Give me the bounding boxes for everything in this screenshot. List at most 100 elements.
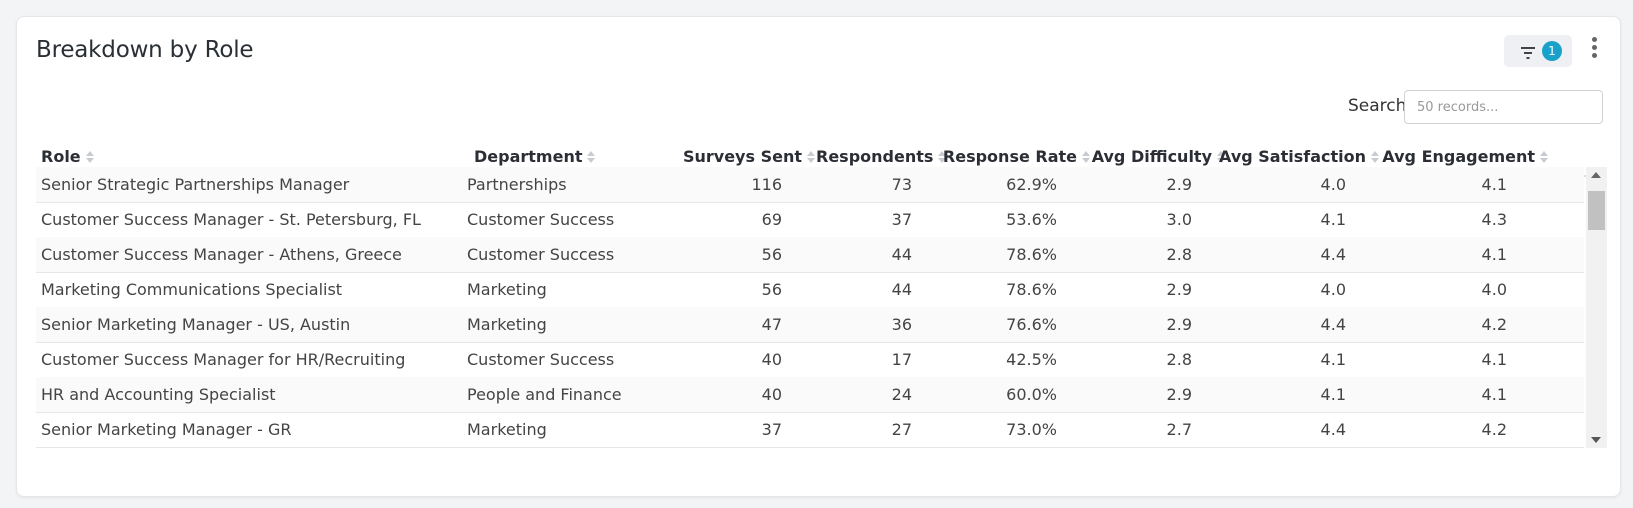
response-rate-cell: 76.6% xyxy=(1006,315,1057,334)
avg-satisfaction-cell: 4.4 xyxy=(1320,420,1346,439)
table-row[interactable]: Senior Marketing Manager - GR Marketing … xyxy=(36,412,1584,448)
column-header-avg-engagement[interactable]: Avg Engagement xyxy=(1366,139,1549,175)
table-scrollbar[interactable] xyxy=(1586,167,1607,448)
column-header-surveys-sent[interactable]: Surveys Sent xyxy=(676,139,816,175)
avg-difficulty-cell: 2.8 xyxy=(1166,245,1192,264)
avg-engagement-cell: 4.1 xyxy=(1481,350,1507,369)
respondents-cell: 44 xyxy=(891,280,912,299)
column-header-respondents[interactable]: Respondents xyxy=(816,139,947,175)
respondents-cell: 44 xyxy=(891,245,912,264)
department-cell: Customer Success xyxy=(467,245,615,264)
role-cell: Marketing Communications Specialist xyxy=(41,280,343,299)
table-row[interactable]: Senior Strategic Partnerships Manager Pa… xyxy=(36,167,1584,203)
filter-icon xyxy=(1521,44,1535,63)
role-cell: Customer Success Manager for HR/Recruiti… xyxy=(41,350,406,369)
scroll-thumb[interactable] xyxy=(1588,191,1605,230)
search-input[interactable] xyxy=(1404,90,1603,124)
avg-engagement-cell: 4.2 xyxy=(1481,315,1507,334)
avg-satisfaction-cell: 4.4 xyxy=(1320,315,1346,334)
department-cell: Customer Success xyxy=(467,350,615,369)
response-rate-cell: 78.6% xyxy=(1006,245,1057,264)
column-header-role[interactable]: Role xyxy=(41,139,95,175)
column-header-avg-satisfaction[interactable]: Avg Satisfaction xyxy=(1216,139,1380,175)
respondents-cell: 24 xyxy=(891,385,912,404)
surveys-sent-cell: 56 xyxy=(761,280,782,299)
table-row[interactable]: Marketing Communications Specialist Mark… xyxy=(36,272,1584,308)
table-row[interactable]: HR and Accounting Specialist People and … xyxy=(36,377,1584,413)
avg-engagement-cell: 4.1 xyxy=(1481,385,1507,404)
avg-difficulty-cell: 2.9 xyxy=(1166,175,1192,194)
avg-engagement-cell: 4.0 xyxy=(1481,280,1507,299)
column-header-department[interactable]: Department xyxy=(474,139,596,175)
avg-satisfaction-cell: 4.0 xyxy=(1320,280,1346,299)
sort-icon xyxy=(1217,150,1226,164)
avg-difficulty-cell: 2.7 xyxy=(1166,420,1192,439)
surveys-sent-cell: 40 xyxy=(761,385,782,404)
sort-icon xyxy=(807,150,816,164)
scroll-down-icon[interactable] xyxy=(1591,437,1601,443)
avg-satisfaction-cell: 4.4 xyxy=(1320,245,1346,264)
respondents-cell: 17 xyxy=(891,350,912,369)
role-cell: Senior Strategic Partnerships Manager xyxy=(41,175,350,194)
response-rate-cell: 53.6% xyxy=(1006,210,1057,229)
department-cell: Marketing xyxy=(467,280,547,299)
table-row[interactable]: Customer Success Manager - St. Petersbur… xyxy=(36,202,1584,238)
avg-difficulty-cell: 2.9 xyxy=(1166,315,1192,334)
sort-icon xyxy=(1540,150,1549,164)
sort-icon xyxy=(1371,150,1380,164)
filter-count-badge: 1 xyxy=(1542,41,1562,61)
column-header-avg-difficulty[interactable]: Avg Difficulty xyxy=(1076,139,1226,175)
surveys-sent-cell: 69 xyxy=(761,210,782,229)
role-cell: Senior Marketing Manager - US, Austin xyxy=(41,315,351,334)
avg-engagement-cell: 4.3 xyxy=(1481,210,1507,229)
table-row[interactable]: Customer Success Manager - Athens, Greec… xyxy=(36,237,1584,273)
avg-engagement-cell: 4.1 xyxy=(1481,245,1507,264)
role-cell: Senior Marketing Manager - GR xyxy=(41,420,292,439)
department-cell: Partnerships xyxy=(467,175,567,194)
surveys-sent-cell: 40 xyxy=(761,350,782,369)
role-cell: HR and Accounting Specialist xyxy=(41,385,276,404)
search-label: Search xyxy=(1348,96,1407,116)
response-rate-cell: 73.0% xyxy=(1006,420,1057,439)
surveys-sent-cell: 37 xyxy=(761,420,782,439)
avg-difficulty-cell: 2.9 xyxy=(1166,280,1192,299)
respondents-cell: 27 xyxy=(891,420,912,439)
avg-satisfaction-cell: 4.0 xyxy=(1320,175,1346,194)
respondents-cell: 73 xyxy=(891,175,912,194)
filter-button[interactable]: 1 xyxy=(1504,35,1572,67)
sort-icon xyxy=(587,150,596,164)
avg-engagement-cell: 4.1 xyxy=(1481,175,1507,194)
sort-icon xyxy=(938,150,947,164)
card-title: Breakdown by Role xyxy=(36,37,254,63)
avg-difficulty-cell: 2.8 xyxy=(1166,350,1192,369)
avg-engagement-cell: 4.2 xyxy=(1481,420,1507,439)
role-cell: Customer Success Manager - Athens, Greec… xyxy=(41,245,402,264)
role-cell: Customer Success Manager - St. Petersbur… xyxy=(41,210,421,229)
avg-difficulty-cell: 3.0 xyxy=(1166,210,1192,229)
surveys-sent-cell: 47 xyxy=(761,315,782,334)
column-header-response-rate[interactable]: Response Rate xyxy=(936,139,1091,175)
surveys-sent-cell: 56 xyxy=(761,245,782,264)
response-rate-cell: 60.0% xyxy=(1006,385,1057,404)
avg-satisfaction-cell: 4.1 xyxy=(1320,210,1346,229)
table-row[interactable]: Customer Success Manager for HR/Recruiti… xyxy=(36,342,1584,378)
breakdown-by-role-card: Breakdown by Role 1 Search Role Departme… xyxy=(16,16,1621,497)
respondents-cell: 37 xyxy=(891,210,912,229)
avg-satisfaction-cell: 4.1 xyxy=(1320,385,1346,404)
respondents-cell: 36 xyxy=(891,315,912,334)
department-cell: Customer Success xyxy=(467,210,615,229)
surveys-sent-cell: 116 xyxy=(751,175,782,194)
table-row[interactable]: Senior Marketing Manager - US, Austin Ma… xyxy=(36,307,1584,343)
table-header: Role Department Surveys Sent Respondents… xyxy=(36,139,1603,177)
avg-satisfaction-cell: 4.1 xyxy=(1320,350,1346,369)
scroll-up-icon[interactable] xyxy=(1591,172,1601,178)
more-vertical-icon[interactable] xyxy=(1587,37,1601,63)
department-cell: People and Finance xyxy=(467,385,622,404)
response-rate-cell: 78.6% xyxy=(1006,280,1057,299)
sort-icon xyxy=(1082,150,1091,164)
response-rate-cell: 42.5% xyxy=(1006,350,1057,369)
response-rate-cell: 62.9% xyxy=(1006,175,1057,194)
table-body: Senior Strategic Partnerships Manager Pa… xyxy=(36,167,1584,448)
department-cell: Marketing xyxy=(467,315,547,334)
department-cell: Marketing xyxy=(467,420,547,439)
